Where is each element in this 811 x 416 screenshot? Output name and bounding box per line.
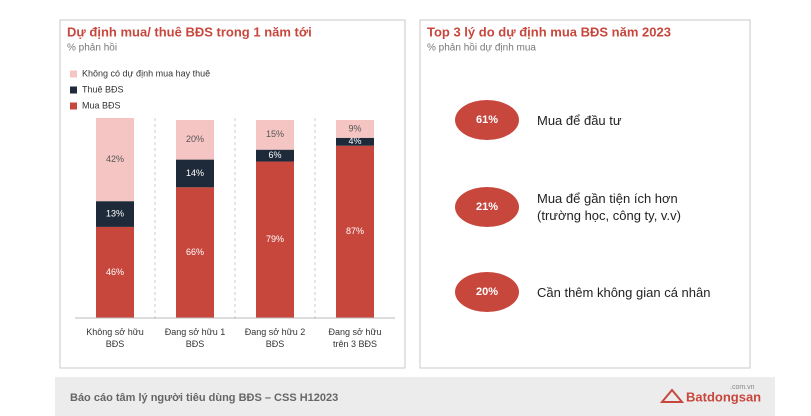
- bar-segment: [176, 159, 214, 188]
- reason-text: Mua để gần tiện ích hơn (trường học, côn…: [537, 191, 681, 223]
- bar-segment: [256, 149, 294, 162]
- logo-icon: [659, 388, 685, 403]
- value-label: 20%: [186, 134, 204, 144]
- legend-swatch: [70, 70, 77, 78]
- value-label: 13%: [106, 208, 124, 218]
- bar-segment: [96, 118, 134, 202]
- value-label: 4%: [348, 136, 361, 146]
- bar-segment: [336, 119, 374, 138]
- right-panel: [419, 19, 751, 369]
- percent-text: 21%: [476, 201, 498, 213]
- x-tick-label: Đang sở hữu trên 3 BĐS: [328, 327, 382, 349]
- percent-text: 20%: [476, 286, 498, 298]
- value-label: 14%: [186, 168, 204, 178]
- footer-text: Báo cáo tâm lý người tiêu dùng BĐS – CSS…: [70, 392, 338, 404]
- value-label: 79%: [266, 234, 284, 244]
- value-label: 9%: [348, 123, 361, 133]
- reason-text: Mua để đầu tư: [537, 112, 622, 128]
- panel-title: Top 3 lý do dự định mua BĐS năm 2023: [427, 24, 671, 39]
- legend-label: Thuê BĐS: [82, 84, 124, 94]
- chart-subtitle: % phản hồi: [67, 42, 117, 54]
- value-label: 15%: [266, 129, 284, 139]
- percent-badge: [455, 272, 519, 312]
- value-label: 6%: [268, 150, 281, 160]
- panel-subtitle: % phản hồi dự định mua: [427, 42, 536, 54]
- legend-swatch: [70, 102, 77, 110]
- bar-segment: [96, 201, 134, 227]
- bar-segment: [256, 161, 294, 318]
- legend-label: Mua BĐS: [82, 100, 121, 110]
- x-tick-label: Đang sở hữu 1 BĐS: [164, 327, 226, 349]
- legend-label: Không có dự định mua hay thuê: [82, 68, 210, 78]
- percent-badge: [455, 100, 519, 140]
- value-label: 87%: [346, 226, 364, 236]
- left-panel: [59, 19, 406, 369]
- x-tick-label: Đang sở hữu 2 BĐS: [244, 327, 306, 349]
- value-label: 66%: [186, 247, 204, 257]
- bar-segment: [176, 119, 214, 160]
- footer-band: [55, 377, 775, 416]
- logo-domain: .com.vn: [730, 384, 755, 391]
- bar-segment: [176, 187, 214, 318]
- value-label: 42%: [106, 154, 124, 164]
- legend-swatch: [70, 86, 77, 94]
- value-label: 46%: [106, 267, 124, 277]
- bar-segment: [336, 137, 374, 146]
- bar-segment: [256, 119, 294, 150]
- reason-text: Cần thêm không gian cá nhân: [537, 284, 711, 300]
- logo-text: Batdongsan: [686, 389, 761, 404]
- x-tick-label: Không sở hữu BĐS: [86, 327, 144, 349]
- chart-title: Dự định mua/ thuê BĐS trong 1 năm tới: [67, 24, 312, 39]
- percent-badge: [455, 187, 519, 227]
- bar-segment: [336, 145, 374, 318]
- percent-text: 61%: [476, 114, 498, 126]
- bar-segment: [96, 226, 134, 318]
